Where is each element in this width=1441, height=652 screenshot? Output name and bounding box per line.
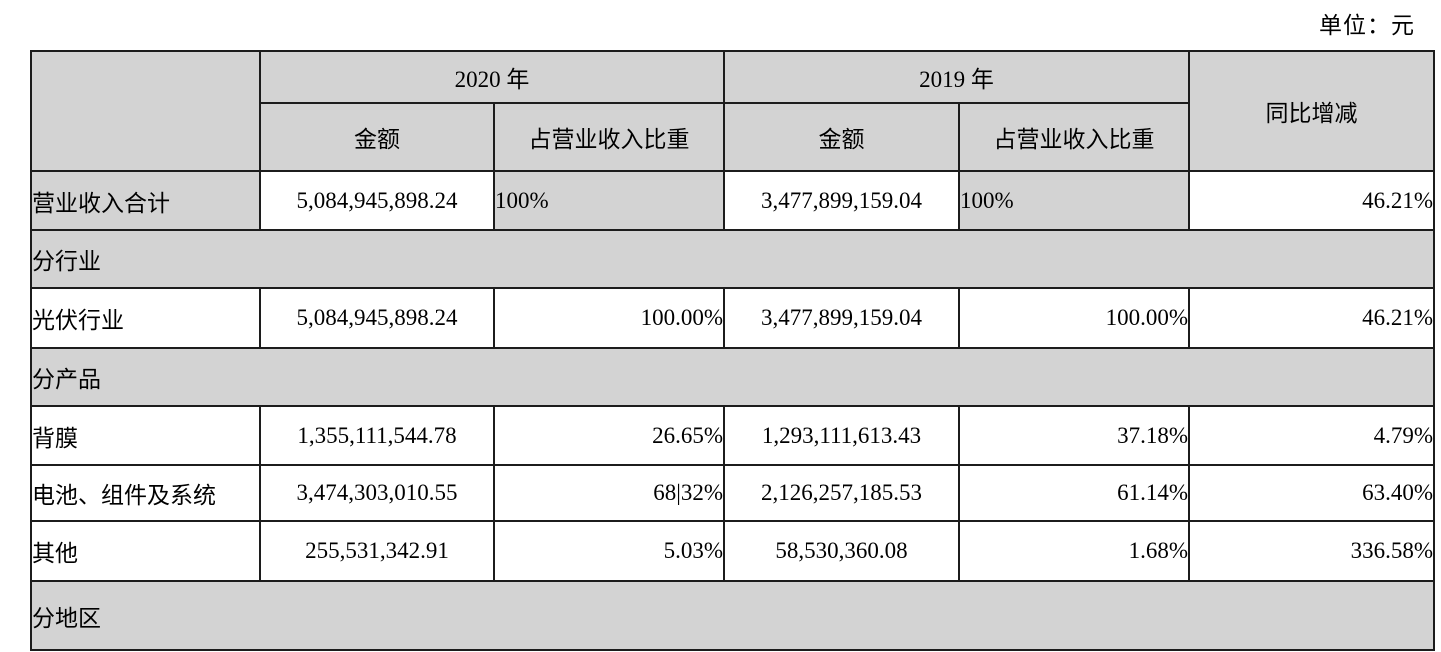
yoy-cell: 336.58% — [1188, 520, 1435, 582]
amount-2020-cell: 5,084,945,898.24 — [259, 170, 495, 231]
share-2019-cell: 100% — [958, 170, 1190, 231]
share-2020-cell: 100% — [493, 170, 725, 231]
table-row-pv-industry: 光伏行业 5,084,945,898.24 100.00% 3,477,899,… — [30, 287, 1435, 349]
revenue-breakdown-table: 2020 年 2019 年 同比增减 金额 占营业收入比重 金额 占营业收入比重… — [30, 50, 1435, 651]
share-2020-cell: 26.65% — [493, 405, 725, 466]
amount-2019-cell: 2,126,257,185.53 — [723, 464, 960, 522]
table-row-total-revenue: 营业收入合计 5,084,945,898.24 100% 3,477,899,1… — [30, 170, 1435, 231]
header-amount-2020: 金额 — [259, 102, 495, 172]
section-label: 分产品 — [30, 347, 1435, 407]
row-label: 背膜 — [30, 405, 261, 466]
amount-2019-cell: 58,530,360.08 — [723, 520, 960, 582]
header-row-years: 2020 年 2019 年 同比增减 — [30, 50, 1435, 172]
header-share-2020: 占营业收入比重 — [493, 102, 725, 172]
share-2019-cell: 100.00% — [958, 287, 1190, 349]
yoy-cell: 46.21% — [1188, 287, 1435, 349]
section-row-by-industry: 分行业 — [30, 229, 1435, 289]
header-share-2019: 占营业收入比重 — [958, 102, 1190, 172]
header-yoy: 同比增减 — [1188, 50, 1435, 172]
section-label: 分地区 — [30, 580, 1435, 651]
share-2020-cell: 5.03% — [493, 520, 725, 582]
header-year-2019: 2019 年 — [723, 50, 1190, 104]
share-2020-cell: 100.00% — [493, 287, 725, 349]
yoy-cell: 63.40% — [1188, 464, 1435, 522]
share-2019-cell: 1.68% — [958, 520, 1190, 582]
table-row-cells-modules-systems: 电池、组件及系统 3,474,303,010.55 68|32% 2,126,2… — [30, 464, 1435, 522]
amount-2019-cell: 3,477,899,159.04 — [723, 287, 960, 349]
share-2019-cell: 61.14% — [958, 464, 1190, 522]
section-label: 分行业 — [30, 229, 1435, 289]
share-2020-cell: 68|32% — [493, 464, 725, 522]
header-row-subcolumns: 金额 占营业收入比重 金额 占营业收入比重 — [31, 102, 1434, 172]
yoy-cell: 46.21% — [1188, 170, 1435, 231]
row-label: 营业收入合计 — [30, 170, 261, 231]
amount-2020-cell: 5,084,945,898.24 — [259, 287, 495, 349]
row-label: 光伏行业 — [30, 287, 261, 349]
table-row-backsheet: 背膜 1,355,111,544.78 26.65% 1,293,111,613… — [30, 405, 1435, 466]
section-row-by-product: 分产品 — [30, 347, 1435, 407]
yoy-cell: 4.79% — [1188, 405, 1435, 466]
amount-2020-cell: 1,355,111,544.78 — [259, 405, 495, 466]
row-label: 电池、组件及系统 — [30, 464, 261, 522]
table-row-other: 其他 255,531,342.91 5.03% 58,530,360.08 1.… — [30, 520, 1435, 582]
amount-2020-cell: 255,531,342.91 — [259, 520, 495, 582]
header-corner-cell — [30, 50, 261, 172]
header-amount-2019: 金额 — [723, 102, 960, 172]
section-row-by-region: 分地区 — [30, 580, 1435, 651]
share-2019-cell: 37.18% — [958, 405, 1190, 466]
amount-2019-cell: 1,293,111,613.43 — [723, 405, 960, 466]
amount-2020-cell: 3,474,303,010.55 — [259, 464, 495, 522]
header-year-2020: 2020 年 — [259, 50, 725, 104]
amount-2019-cell: 3,477,899,159.04 — [723, 170, 960, 231]
row-label: 其他 — [30, 520, 261, 582]
unit-label: 单位：元 — [1319, 13, 1415, 38]
